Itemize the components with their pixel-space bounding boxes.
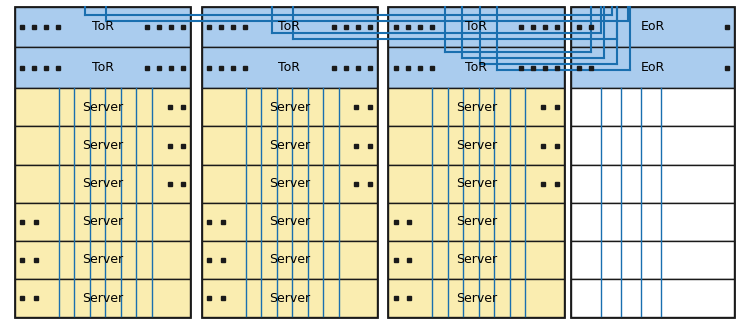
- Text: ToR: ToR: [92, 21, 114, 33]
- Text: ToR: ToR: [465, 61, 487, 74]
- Bar: [571, 88, 734, 127]
- Bar: [388, 88, 564, 127]
- Text: ToR: ToR: [279, 61, 300, 74]
- Bar: [202, 279, 377, 317]
- Bar: [571, 164, 734, 203]
- Text: Server: Server: [82, 101, 123, 114]
- Bar: [388, 241, 564, 279]
- Text: Server: Server: [269, 139, 310, 152]
- Text: ToR: ToR: [92, 61, 114, 74]
- Bar: [202, 241, 377, 279]
- Bar: [388, 203, 564, 241]
- Text: Server: Server: [456, 139, 497, 152]
- Bar: [571, 7, 734, 317]
- Text: Server: Server: [82, 253, 123, 267]
- Bar: [388, 127, 564, 164]
- Bar: [202, 164, 377, 203]
- Bar: [15, 47, 190, 88]
- Bar: [388, 164, 564, 203]
- Bar: [202, 203, 377, 241]
- Text: Server: Server: [82, 177, 123, 190]
- Bar: [15, 7, 190, 47]
- Text: Server: Server: [456, 177, 497, 190]
- Bar: [15, 203, 190, 241]
- Bar: [571, 7, 734, 47]
- Bar: [202, 7, 377, 47]
- Text: Server: Server: [269, 215, 310, 228]
- Text: Server: Server: [269, 101, 310, 114]
- Bar: [388, 47, 564, 88]
- Text: Server: Server: [269, 292, 310, 305]
- Bar: [571, 47, 734, 88]
- Text: EoR: EoR: [641, 61, 665, 74]
- Bar: [15, 241, 190, 279]
- Text: Server: Server: [269, 177, 310, 190]
- Text: Server: Server: [82, 215, 123, 228]
- Bar: [571, 203, 734, 241]
- Text: Server: Server: [456, 253, 497, 267]
- Text: Server: Server: [82, 292, 123, 305]
- Text: Server: Server: [456, 292, 497, 305]
- Bar: [388, 279, 564, 317]
- Bar: [15, 279, 190, 317]
- Bar: [202, 127, 377, 164]
- Bar: [202, 7, 377, 317]
- Bar: [571, 241, 734, 279]
- Text: ToR: ToR: [465, 21, 487, 33]
- Bar: [202, 47, 377, 88]
- Bar: [388, 7, 564, 317]
- Bar: [15, 7, 190, 317]
- Text: Server: Server: [82, 139, 123, 152]
- Text: EoR: EoR: [641, 21, 665, 33]
- Bar: [15, 88, 190, 127]
- Text: Server: Server: [456, 101, 497, 114]
- Bar: [15, 164, 190, 203]
- Bar: [388, 7, 564, 47]
- Text: Server: Server: [456, 215, 497, 228]
- Bar: [202, 88, 377, 127]
- Bar: [571, 279, 734, 317]
- Bar: [15, 127, 190, 164]
- Bar: [571, 127, 734, 164]
- Text: Server: Server: [269, 253, 310, 267]
- Text: ToR: ToR: [279, 21, 300, 33]
